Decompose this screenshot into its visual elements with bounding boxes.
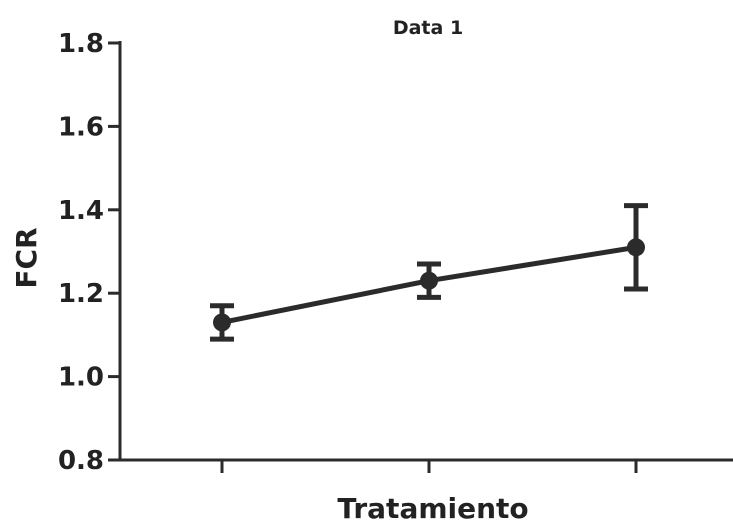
data-point-2 xyxy=(627,238,645,257)
y-tick-label-0: 0.8 xyxy=(58,446,104,476)
y-ticks: 0.8 1.0 1.2 1.4 1.6 1.8 xyxy=(58,29,120,476)
chart-title: Data 1 xyxy=(393,17,463,39)
y-tick-label-4: 1.6 xyxy=(58,112,104,142)
y-tick-label-3: 1.4 xyxy=(58,196,104,226)
y-tick-label-5: 1.8 xyxy=(58,29,104,59)
data-point-1 xyxy=(420,271,438,290)
y-tick-label-2: 1.2 xyxy=(58,279,104,309)
x-axis-label: Tratamiento xyxy=(337,492,528,520)
x-ticks xyxy=(220,460,638,473)
y-tick-label-1: 1.0 xyxy=(58,363,104,393)
y-axis: 0.8 1.0 1.2 1.4 1.6 1.8 xyxy=(58,29,122,476)
series-layer xyxy=(210,203,648,342)
x-axis xyxy=(119,458,733,473)
data-point-0 xyxy=(213,313,231,332)
y-axis-label: FCR xyxy=(10,227,43,288)
